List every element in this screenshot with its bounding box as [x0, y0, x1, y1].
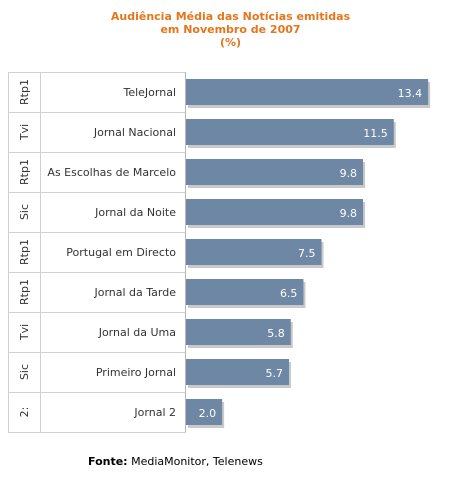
- value-label: 2.0: [199, 407, 217, 420]
- bar: [186, 319, 291, 345]
- group-label: Tvi: [18, 324, 31, 341]
- value-label: 9.8: [340, 167, 358, 180]
- chart-title-line-2: em Novembro de 2007: [160, 23, 301, 36]
- category-label: TeleJornal: [122, 86, 176, 99]
- category-label: Portugal em Directo: [66, 246, 176, 259]
- bar: [186, 159, 364, 185]
- value-label: 11.5: [363, 127, 388, 140]
- bar: [186, 399, 223, 425]
- group-label: Tvi: [18, 124, 31, 141]
- group-label: Rtp1: [18, 239, 31, 265]
- source-label: Fonte:: [88, 455, 128, 468]
- group-label: Rtp1: [18, 279, 31, 305]
- value-label: 5.7: [265, 367, 283, 380]
- bar: [186, 79, 429, 105]
- source-note: Fonte: MediaMonitor, Telenews: [88, 455, 263, 468]
- group-label: 2:: [18, 407, 31, 418]
- category-label: Jornal da Uma: [98, 326, 176, 339]
- value-label: 13.4: [398, 87, 423, 100]
- bar: [186, 279, 304, 305]
- value-label: 7.5: [298, 247, 316, 260]
- bar: [186, 359, 289, 385]
- group-label: Sic: [18, 204, 31, 220]
- chart-title: Audiência Média das Notícias emitidas em…: [0, 10, 461, 49]
- group-label: Sic: [18, 364, 31, 380]
- bar: [186, 239, 322, 265]
- value-label: 9.8: [340, 207, 358, 220]
- group-label: Rtp1: [18, 79, 31, 105]
- chart-title-line-1: Audiência Média das Notícias emitidas: [110, 10, 351, 23]
- category-label: Primeiro Jornal: [96, 366, 176, 379]
- category-label: Jornal da Noite: [94, 206, 176, 219]
- category-label: Jornal da Tarde: [93, 286, 176, 299]
- value-label: 5.8: [267, 327, 285, 340]
- bar: [186, 119, 394, 145]
- category-label: As Escolhas de Marcelo: [47, 166, 176, 179]
- category-label: Jornal Nacional: [93, 126, 176, 139]
- group-label: Rtp1: [18, 159, 31, 185]
- category-label: Jornal 2: [133, 406, 176, 419]
- value-label: 6.5: [280, 287, 298, 300]
- bar: [186, 199, 364, 225]
- chart-title-line-3: (%): [219, 36, 242, 49]
- source-text: MediaMonitor, Telenews: [131, 455, 263, 468]
